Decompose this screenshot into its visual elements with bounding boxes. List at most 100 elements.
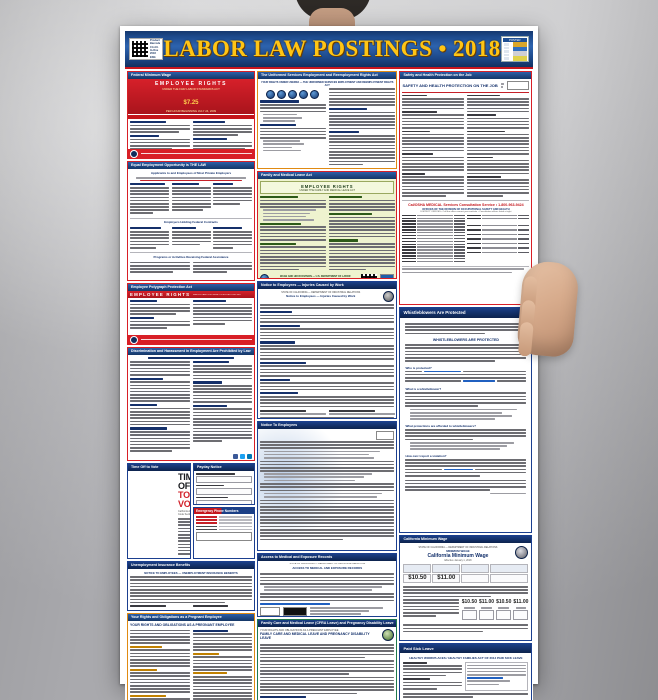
section-subtitle-2: FAMILY CARE AND MEDICAL LEAVE AND PREGNA… bbox=[260, 632, 370, 641]
time-field[interactable] bbox=[196, 487, 252, 495]
banner-title: EMPLOYEE RIGHTS bbox=[301, 183, 354, 189]
agency-name bbox=[141, 152, 252, 155]
section-subtitle: STATE OF CALIFORNIA — DEPARTMENT OF INDU… bbox=[289, 563, 366, 565]
section-heading: WHISTLEBLOWERS ARE PROTECTED bbox=[432, 338, 500, 343]
cal-osha-logo bbox=[260, 606, 280, 616]
section-title: Time Off to Vote bbox=[128, 464, 190, 471]
place-field[interactable] bbox=[196, 499, 252, 504]
barcode-label-2: CA All-In-One 2018 ENG bbox=[150, 45, 159, 59]
section-time-off-to-vote[interactable]: Time Off to Vote bbox=[127, 463, 191, 560]
section-safety-health-protection-on-the-job[interactable]: Safety and Health Protection on the Job … bbox=[399, 71, 533, 305]
banner-subtitle: UNDER THE FAIR LABOR STANDARDS ACT bbox=[162, 86, 220, 91]
section-title: Unemployment Insurance Benefits bbox=[128, 562, 254, 570]
army-seal-icon bbox=[266, 89, 276, 99]
section-subtitle-2: Notice to Employees — Injuries Caused by… bbox=[286, 294, 356, 299]
center-column: The Uniformed Services Employment and Re… bbox=[257, 71, 398, 700]
agency-logo bbox=[196, 531, 252, 541]
question-3: What protections are afforded to whistle… bbox=[405, 423, 476, 428]
twitter-icon[interactable] bbox=[240, 454, 245, 460]
wage-cell: $11.00 bbox=[513, 599, 529, 606]
directory-subtitle: OFFICES OF THE DIVISION OF OCCUPATIONAL … bbox=[422, 207, 510, 211]
edd-logo bbox=[376, 431, 395, 440]
section-title: Payday Notice bbox=[194, 464, 254, 471]
wage-cell: $11.00 bbox=[479, 599, 495, 606]
dol-seal-icon bbox=[260, 273, 269, 278]
dol-seal-icon bbox=[130, 335, 138, 344]
banner-subtitle: UNDER THE FAMILY AND MEDICAL LEAVE ACT bbox=[299, 188, 356, 192]
section-subtitle: YOUR RIGHTS UNDER USERRA — THE UNIFORMED… bbox=[261, 81, 394, 88]
section-access-medical-exposure-records[interactable]: Access to Medical and Exposure Records S… bbox=[257, 553, 398, 617]
california-state-seal bbox=[383, 291, 395, 302]
section-subtitle: YOUR RIGHTS AND OBLIGATIONS AS A PREGNAN… bbox=[130, 623, 235, 628]
panel-heading: Employers Holding Federal Contracts bbox=[164, 220, 218, 225]
section-unemployment-insurance-benefits[interactable]: Unemployment Insurance Benefits NOTICE T… bbox=[127, 561, 255, 612]
california-state-seal bbox=[382, 629, 395, 641]
section-california-minimum-wage[interactable]: California Minimum Wage STATE OF CALIFOR… bbox=[399, 535, 533, 641]
coastguard-seal-icon bbox=[310, 89, 320, 99]
state-of-california-seal bbox=[515, 546, 529, 559]
hand-right bbox=[516, 259, 580, 359]
section-userra[interactable]: The Uniformed Services Employment and Re… bbox=[257, 71, 398, 169]
section-equal-employment-opportunity[interactable]: Equal Employment Opportunity is THE LAW … bbox=[127, 161, 255, 281]
section-title: Family and Medical Leave Act bbox=[258, 172, 397, 179]
section-title: Paid Sick Leave bbox=[400, 644, 532, 653]
linkedin-icon[interactable] bbox=[247, 454, 252, 460]
district-offices-column bbox=[402, 214, 465, 264]
qr-code-icon[interactable] bbox=[361, 274, 378, 278]
facebook-icon[interactable] bbox=[233, 454, 238, 460]
section-title: Federal Minimum Wage bbox=[128, 72, 254, 79]
consultation-offices-column bbox=[466, 214, 530, 264]
section-federal-minimum-wage[interactable]: Federal Minimum Wage EMPLOYEE RIGHTS UND… bbox=[127, 71, 255, 159]
payday-field[interactable] bbox=[196, 476, 252, 484]
section-title: Emergency Phone Numbers bbox=[194, 508, 254, 514]
section-title: Notice To Employees bbox=[258, 422, 397, 429]
barcode-label-1: Product Barcode bbox=[150, 38, 161, 46]
cal-osha-office-directory bbox=[402, 214, 530, 264]
section-whistleblowers-are-protected[interactable]: Whistleblowers Are Protected WHISTLEBLOW… bbox=[399, 307, 533, 533]
section-emergency-phone-numbers[interactable]: Emergency Phone Numbers bbox=[193, 507, 255, 560]
section-cfra-pregnancy-disability-leave[interactable]: Family Care and Medical Leave (CFRA Leav… bbox=[257, 619, 398, 700]
heading-2: MINIMUM WAGE bbox=[446, 549, 470, 553]
agency-name: WAGE AND HOUR DIVISION — U.S. DEPARTMENT… bbox=[279, 275, 351, 278]
section-subtitle: YOUR RIGHTS AND OBLIGATIONS AS A PREGNAN… bbox=[260, 629, 339, 632]
section-title: Access to Medical and Exposure Records bbox=[258, 554, 397, 561]
question-2: What is a whistleblower? bbox=[405, 387, 442, 392]
wage-cell: $10.50 bbox=[461, 599, 478, 606]
qr-code-icon bbox=[132, 41, 148, 57]
section-employee-polygraph-protection-act[interactable]: Employee Polygraph Protection Act EMPLOY… bbox=[127, 283, 255, 345]
section-payday-notice[interactable]: Payday Notice bbox=[193, 463, 255, 505]
section-rights-obligations-pregnant-employee[interactable]: Your Rights and Obligations as a Pregnan… bbox=[127, 613, 255, 700]
directory-title: Cal/OSHA MEDICAL Services Consultation S… bbox=[408, 203, 524, 208]
color-swatches bbox=[513, 42, 527, 61]
wage-small-employer: $10.50 bbox=[408, 575, 427, 581]
labor-law-poster[interactable]: Product Barcode CA All-In-One 2018 ENG L… bbox=[120, 26, 538, 700]
dir-logo bbox=[283, 606, 307, 616]
dol-agency-bar bbox=[128, 149, 254, 158]
vote-title-line2: TO VOTE bbox=[178, 490, 190, 509]
section-notice-to-employees[interactable]: Notice To Employees bbox=[257, 421, 398, 551]
section-subtitle: NOTICE TO EMPLOYEES — UNEMPLOYMENT INSUR… bbox=[144, 571, 238, 576]
section-title: Employee Polygraph Protection Act bbox=[128, 284, 254, 291]
finger bbox=[517, 321, 534, 357]
cal-osha-logo bbox=[507, 81, 530, 90]
left-column: Federal Minimum Wage EMPLOYEE RIGHTS UND… bbox=[127, 71, 255, 700]
military-service-seals bbox=[260, 88, 326, 100]
poster-contents-chart: POSTER CONTENTS bbox=[500, 36, 529, 62]
heading-1: STATE OF CALIFORNIA — DEPARTMENT OF INDU… bbox=[418, 546, 498, 549]
whd-logo bbox=[380, 273, 395, 278]
effective-note: Effective January 1, 2018 bbox=[444, 559, 472, 562]
section-title: Whistleblowers Are Protected bbox=[400, 308, 532, 318]
section-title: Notice to Employees — Injuries Caused by… bbox=[258, 282, 397, 289]
section-notice-injuries-caused-by-work[interactable]: Notice to Employees — Injuries Caused by… bbox=[257, 281, 398, 419]
section-title: Safety and Health Protection on the Job bbox=[400, 72, 532, 79]
question-4: How can I report a violation? bbox=[405, 454, 447, 459]
section-discrimination-harassment-prohibited[interactable]: Discrimination and Harassment in Employm… bbox=[127, 347, 255, 461]
vote-title-line1: TIME OFF bbox=[178, 472, 190, 491]
banner-title: EMPLOYEE RIGHTS bbox=[154, 80, 228, 87]
poster-header-banner: Product Barcode CA All-In-One 2018 ENG L… bbox=[125, 31, 533, 69]
section-subtitle-2: ACCESS TO MEDICAL AND EXPOSURE RECORDS bbox=[292, 566, 363, 571]
section-family-medical-leave-act[interactable]: Family and Medical Leave Act EMPLOYEE RI… bbox=[257, 171, 398, 279]
banner-subtitle: EMPLOYEE POLYGRAPH PROTECTION ACT bbox=[193, 293, 242, 296]
section-paid-sick-leave[interactable]: Paid Sick Leave HEALTHY WORKPLACES / HEA… bbox=[399, 643, 533, 700]
